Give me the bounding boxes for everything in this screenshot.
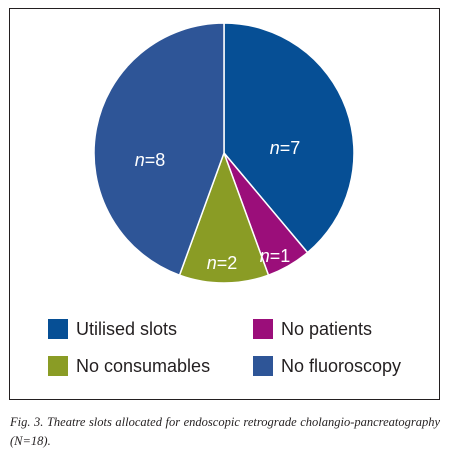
legend-swatch — [253, 356, 273, 376]
legend-label: Utilised slots — [76, 318, 178, 339]
figure-frame: n=7 n=1 n=2 n=8 Utilised slots No patients … — [9, 8, 440, 400]
legend-swatch — [48, 356, 68, 376]
legend-item-no-patients: No patients — [253, 317, 372, 341]
slice-data-label: n=1 — [260, 246, 291, 266]
pie-chart: n=7 n=1 n=2 n=8 — [93, 22, 355, 284]
legend-label: No consumables — [76, 355, 211, 376]
pie-slice-no-fluoroscopy — [93, 22, 225, 277]
legend-item-utilised-slots: Utilised slots — [48, 317, 177, 341]
legend-label: No fluoroscopy — [281, 355, 402, 376]
legend-swatch — [48, 319, 68, 339]
legend-item-no-consumables: No consumables — [48, 354, 210, 378]
legend-swatch — [253, 319, 273, 339]
pie-slice-no-consumables — [178, 150, 270, 284]
figure-caption: Fig. 3. Theatre slots allocated for endo… — [10, 415, 440, 448]
pie-slice-utilised-slots — [223, 22, 355, 254]
slice-data-label: n=8 — [135, 150, 166, 170]
legend-label: No patients — [281, 318, 373, 339]
slice-data-label: n=7 — [270, 138, 301, 158]
slice-data-label: n=2 — [207, 253, 238, 273]
legend-item-no-fluoroscopy: No fluoroscopy — [253, 354, 401, 378]
